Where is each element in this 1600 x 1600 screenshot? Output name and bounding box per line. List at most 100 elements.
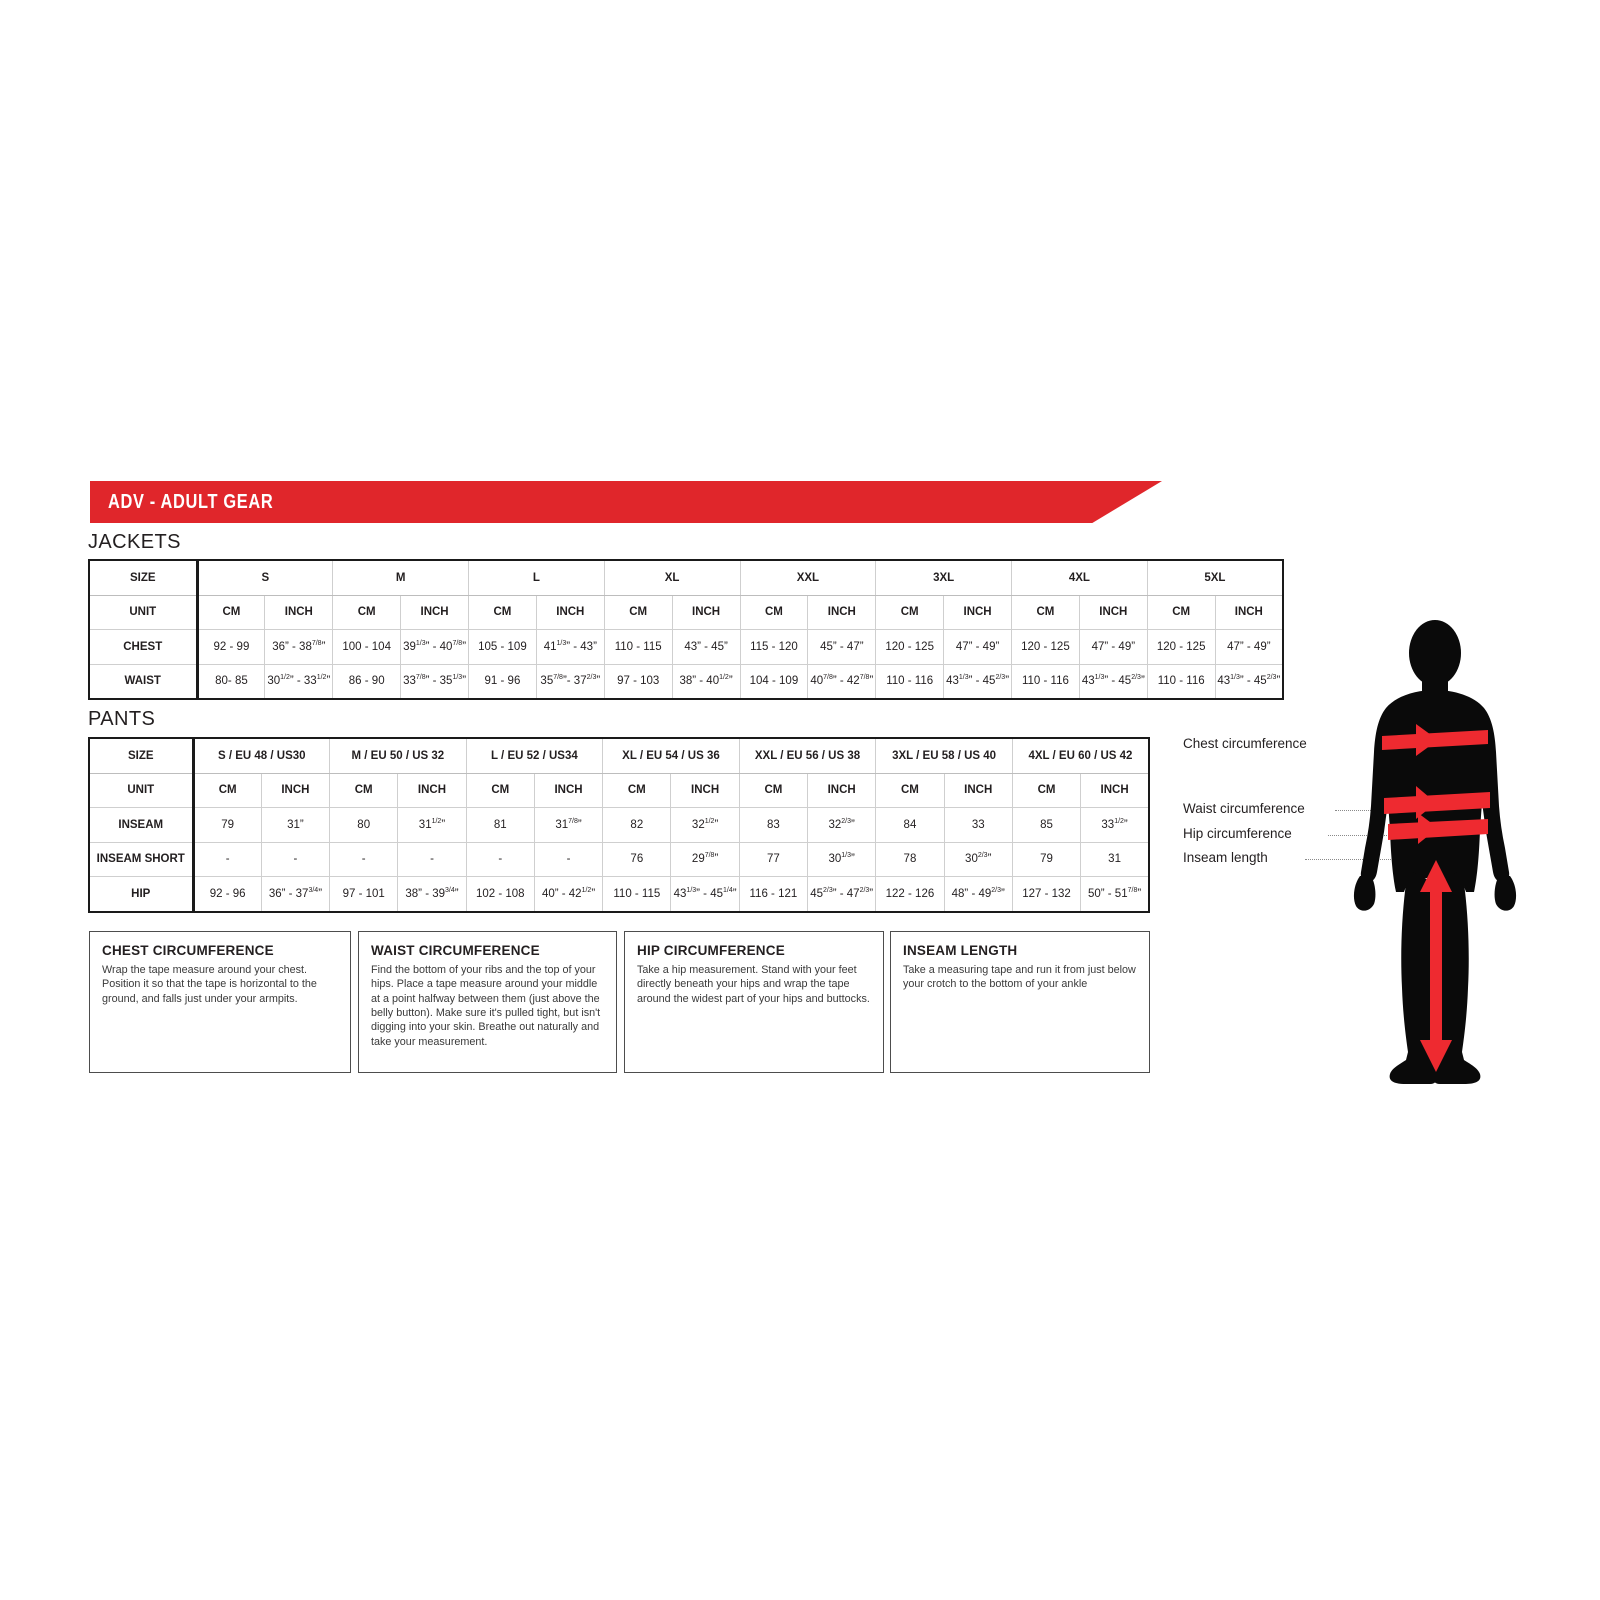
unit-header-inch: INCH <box>807 594 877 630</box>
size-header-7: 4XL <box>1011 559 1148 596</box>
table-cell: - <box>465 841 535 877</box>
table-cell: 116 - 121 <box>738 876 809 912</box>
pants-size-table: SIZE S / EU 48 / US30 M / EU 50 / US 32 L /… <box>88 737 1150 913</box>
size-header-3: L / EU 52 / US34 <box>465 737 604 774</box>
table-cell: 110 - 116 <box>1011 663 1080 700</box>
size-header-1: S / EU 48 / US30 <box>192 737 331 774</box>
inseam-measure-arrow <box>1420 860 1452 1072</box>
unit-header-inch: INCH <box>264 594 334 630</box>
table-cell: 311/2” <box>397 807 467 843</box>
unit-header-inch: INCH <box>397 772 467 808</box>
unit-header-cm: CM <box>1146 594 1216 630</box>
table-row: HIP 92 - 96 36” - 373/4” 97 - 101 38” - 393/… <box>88 876 1150 912</box>
table-row: INSEAM SHORT - - - - - -76 297/8” 77 301/3” 78 302/… <box>88 841 1150 877</box>
description-body: Wrap the tape measure around your chest.… <box>102 964 317 1005</box>
unit-header-inch: INCH <box>1080 772 1150 808</box>
table-cell: 317/8” <box>533 807 604 843</box>
unit-header-cm: CM <box>329 772 399 808</box>
leader-line-inseam <box>1305 859 1395 860</box>
pants-size-header-row: SIZE S / EU 48 / US30 M / EU 50 / US 32 L /… <box>88 737 1150 774</box>
table-cell: 47” - 49” <box>943 629 1012 665</box>
table-row: INSEAM 79 31” 80 311/2” 81 317/8” 82 321/2” 83 322… <box>88 807 1150 843</box>
table-cell: 48” - 492/3” <box>943 876 1013 912</box>
table-cell: 407/8” - 427/8” <box>807 663 877 700</box>
unit-header-inch: INCH <box>1214 594 1284 630</box>
description-body: Take a hip measurement. Stand with your … <box>637 964 870 1005</box>
table-cell: 127 - 132 <box>1011 876 1082 912</box>
row-label: INSEAM SHORT <box>88 841 195 877</box>
jackets-unit-header-row: UNIT CM INCH CM INCH CM INCH CM INCH CM INCH CM INCH… <box>88 594 1284 630</box>
table-cell: 81 <box>465 807 535 843</box>
table-cell: 76 <box>602 841 672 877</box>
unit-header-cm: CM <box>1011 772 1082 808</box>
table-cell: - <box>397 841 467 877</box>
unit-header-cm: CM <box>738 772 809 808</box>
table-cell: 431/3” - 452/3” <box>1078 663 1148 700</box>
table-cell: 431/3” - 452/3” <box>943 663 1012 700</box>
table-cell: - <box>192 841 262 877</box>
size-header-6: 3XL <box>875 559 1012 596</box>
unit-header-cm: CM <box>196 594 266 630</box>
table-cell: 83 <box>738 807 809 843</box>
unit-corner-label: UNIT <box>88 772 195 808</box>
unit-header-cm: CM <box>875 772 945 808</box>
table-cell: 411/3” - 43” <box>535 629 605 665</box>
leader-line-hip <box>1328 835 1443 836</box>
table-cell: 431/3” - 452/3” <box>1214 663 1284 700</box>
table-cell: 38” - 401/2” <box>671 663 741 700</box>
unit-header-cm: CM <box>603 594 673 630</box>
table-cell: 104 - 109 <box>739 663 809 700</box>
pants-section-caption: PANTS <box>88 708 156 730</box>
table-cell: 452/3” - 472/3” <box>807 876 877 912</box>
description-title: HIP CIRCUMFERENCE <box>637 943 785 958</box>
unit-header-inch: INCH <box>260 772 331 808</box>
banner-shape <box>90 481 1162 523</box>
table-cell: 97 - 103 <box>603 663 673 700</box>
jackets-size-header-row: SIZE S M L XL XXL 3XL 4XL 5XL <box>88 559 1284 596</box>
description-box-inseam: INSEAM LENGTH Take a measuring tape and … <box>890 931 1150 1073</box>
table-cell: 80 <box>329 807 399 843</box>
table-cell: 91 - 96 <box>468 663 537 700</box>
table-cell: 301/2” - 331/2” <box>264 663 334 700</box>
table-cell: 115 - 120 <box>739 629 809 665</box>
unit-header-inch: INCH <box>943 772 1013 808</box>
row-label: INSEAM <box>88 807 195 843</box>
table-cell: 431/3” - 451/4” <box>670 876 740 912</box>
table-cell: 331/2” <box>1080 807 1150 843</box>
unit-header-inch: INCH <box>1078 594 1148 630</box>
unit-corner-label: UNIT <box>88 594 199 630</box>
size-header-3: L <box>468 559 605 596</box>
table-cell: 297/8” <box>670 841 740 877</box>
table-cell: 110 - 115 <box>602 876 672 912</box>
table-cell: 40” - 421/2” <box>533 876 604 912</box>
row-label: WAIST <box>88 663 199 700</box>
unit-header-inch: INCH <box>533 772 604 808</box>
table-cell: 79 <box>192 807 262 843</box>
unit-header-inch: INCH <box>807 772 877 808</box>
unit-header-inch: INCH <box>535 594 605 630</box>
table-cell: 120 - 125 <box>875 629 945 665</box>
table-cell: 391/3” - 407/8” <box>400 629 469 665</box>
table-cell: 80- 85 <box>196 663 266 700</box>
table-cell: 102 - 108 <box>465 876 535 912</box>
measurement-figure-area: Chest circumference Waist circumference … <box>1165 600 1585 1100</box>
unit-header-cm: CM <box>332 594 402 630</box>
unit-header-cm: CM <box>192 772 262 808</box>
table-cell: 50” - 517/8” <box>1080 876 1150 912</box>
size-header-7: 4XL / EU 60 / US 42 <box>1011 737 1150 774</box>
table-cell: 120 - 125 <box>1146 629 1216 665</box>
table-cell: 110 - 116 <box>875 663 945 700</box>
row-label: HIP <box>88 876 195 912</box>
callout-inseam-length: Inseam length <box>1183 850 1268 865</box>
size-corner-label: SIZE <box>88 559 199 596</box>
size-header-2: M / EU 50 / US 32 <box>329 737 467 774</box>
adult-gear-banner: ADV - ADULT GEAR <box>90 481 1162 523</box>
description-box-chest: CHEST CIRCUMFERENCE Wrap the tape measur… <box>89 931 351 1073</box>
table-cell: 77 <box>738 841 809 877</box>
size-header-1: S <box>196 559 334 596</box>
size-header-2: M <box>332 559 469 596</box>
size-corner-label: SIZE <box>88 737 195 774</box>
table-cell: 82 <box>602 807 672 843</box>
table-cell: 110 - 116 <box>1146 663 1216 700</box>
table-cell: 337/8” - 351/3” <box>400 663 469 700</box>
